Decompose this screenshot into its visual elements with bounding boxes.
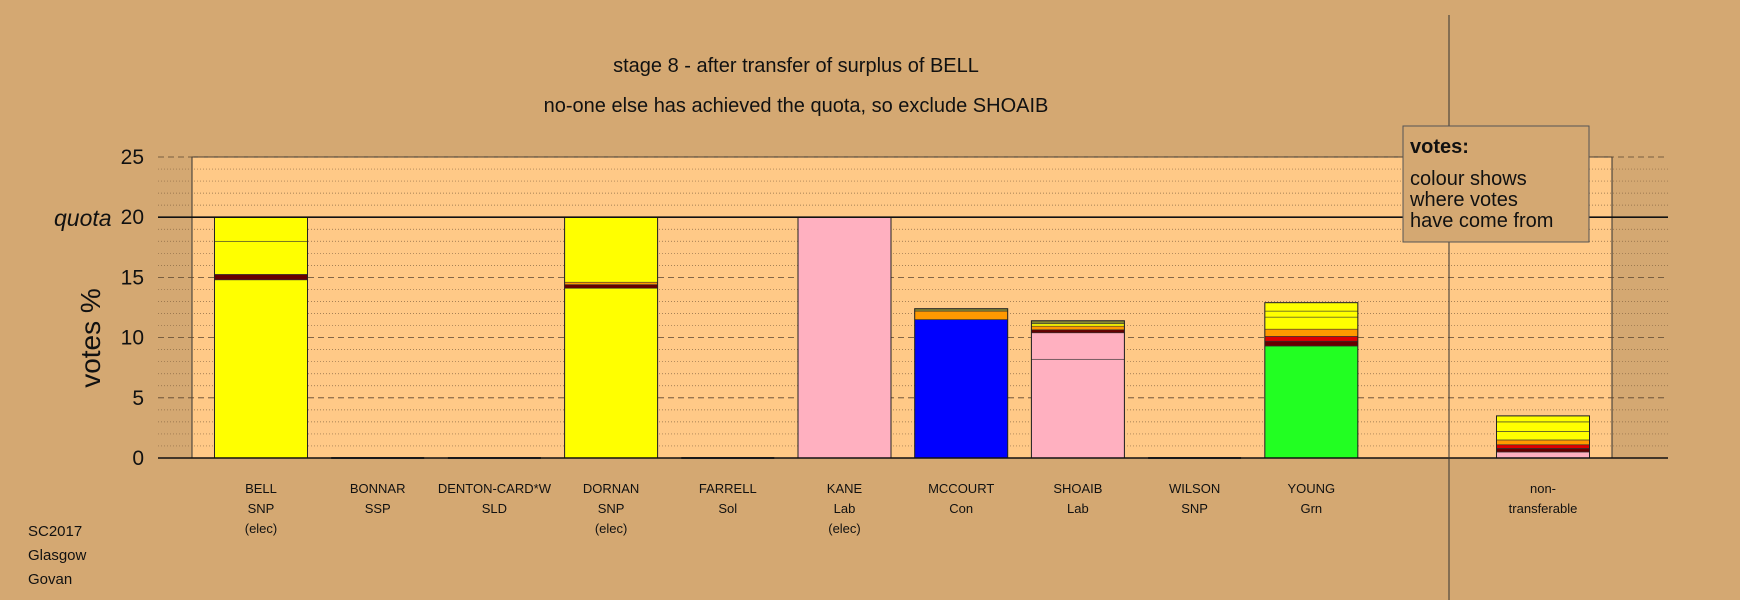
candidate-label: SHOAIB — [1053, 481, 1102, 496]
bar-segment — [214, 279, 308, 459]
legend: votes: colour shows where votes have com… — [1402, 125, 1590, 243]
bar-segment — [1031, 358, 1125, 459]
bar-segment — [914, 319, 1009, 459]
footer-line: SC2017 — [28, 523, 82, 540]
bar-segment — [1264, 345, 1359, 459]
quota-label: quota — [54, 205, 112, 231]
chart-title: stage 8 - after transfer of surplus of B… — [613, 55, 979, 77]
bar-segment — [564, 216, 658, 283]
candidate-label: SSP — [365, 501, 391, 516]
candidate-label: Sol — [718, 501, 737, 516]
bar-segment — [1031, 332, 1125, 360]
candidate-label: Con — [949, 501, 973, 516]
candidate-label: SLD — [482, 501, 507, 516]
y-tick-label: 0 — [132, 447, 144, 470]
y-tick-label: 5 — [132, 387, 144, 410]
legend-line: where votes — [1409, 189, 1518, 211]
bar-segment — [797, 216, 892, 459]
y-tick-label: 15 — [121, 266, 144, 289]
candidate-label: SNP — [598, 501, 625, 516]
footer-line: Glasgow — [28, 547, 87, 564]
bar-segment — [1264, 310, 1359, 318]
bar-segment — [564, 287, 658, 459]
bar-segment — [1264, 316, 1359, 330]
bar-segment — [1496, 444, 1590, 449]
bar-segment — [1031, 329, 1125, 334]
candidate-label: (elec) — [595, 521, 628, 536]
bar-segment — [564, 281, 658, 285]
bar-segment — [214, 274, 308, 281]
footer: SC2017 Glasgow Govan — [28, 523, 87, 588]
plot-area: 0 5 10 15 20 25 BELL SNP (elec) BONNAR SSP DENTON-C… — [121, 15, 1668, 600]
candidate-label: BELL — [245, 481, 277, 496]
candidate-label: DENTON-CARD*W — [438, 481, 552, 496]
candidate-label: SNP — [248, 501, 275, 516]
bar-segment — [1496, 439, 1590, 446]
candidate-label: FARRELL — [699, 481, 757, 496]
bar-segment — [1031, 323, 1125, 327]
candidate-label: Lab — [834, 501, 856, 516]
bar-segment — [1496, 451, 1590, 459]
bar-segment — [1496, 431, 1590, 441]
y-axis-label: votes % — [75, 288, 106, 388]
legend-title: votes: — [1410, 136, 1469, 158]
y-tick-label: 20 — [121, 206, 144, 229]
bar-segment — [564, 284, 658, 289]
bar-segment — [1264, 336, 1359, 342]
bar-segment — [914, 310, 1009, 320]
bar-segment — [1264, 340, 1359, 347]
bar-segment — [1031, 325, 1125, 331]
candidate-label: MCCOURT — [928, 481, 994, 496]
candidate-label: (elec) — [245, 521, 278, 536]
candidate-label: non- — [1530, 481, 1556, 496]
chart-subtitle: no-one else has achieved the quota, so e… — [544, 95, 1049, 117]
candidate-label: Grn — [1300, 501, 1322, 516]
plot-panel — [191, 156, 1613, 459]
bar-segment — [1264, 328, 1359, 337]
y-tick-label: 25 — [121, 146, 144, 169]
bar-segment — [214, 240, 308, 275]
candidate-label: BONNAR — [350, 481, 406, 496]
candidate-label: DORNAN — [583, 481, 639, 496]
y-tick-label: 10 — [121, 327, 144, 350]
candidate-label: (elec) — [828, 521, 861, 536]
candidate-label: WILSON — [1169, 481, 1220, 496]
bar-segment — [214, 216, 308, 242]
bar-segment — [1264, 302, 1359, 312]
candidate-label: YOUNG — [1287, 481, 1335, 496]
candidate-label: SNP — [1181, 501, 1208, 516]
legend-box — [1402, 125, 1590, 243]
legend-line: colour shows — [1410, 168, 1527, 190]
footer-line: Govan — [28, 571, 72, 588]
candidate-label: Lab — [1067, 501, 1089, 516]
legend-line: have come from — [1410, 210, 1553, 232]
bar-segment — [1496, 421, 1590, 432]
candidate-label: KANE — [827, 481, 863, 496]
candidate-label: transferable — [1509, 501, 1578, 516]
bar-segment — [1496, 415, 1590, 423]
bar-segment — [1496, 448, 1590, 453]
